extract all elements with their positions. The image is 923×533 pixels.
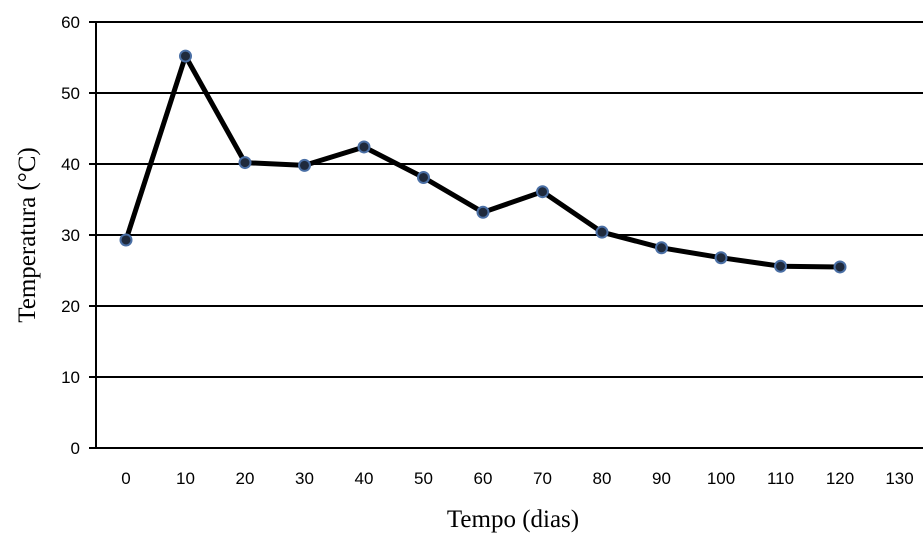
y-tick-label: 50	[61, 84, 80, 103]
y-tick-label: 20	[61, 297, 80, 316]
y-axis-title: Temperatura (°C)	[14, 147, 41, 323]
x-tick-label: 20	[236, 469, 255, 488]
x-tick-label: 70	[533, 469, 552, 488]
x-tick-labels: 0 10 20 30 40 50 60 70 80 90 100 110 120 130	[121, 469, 913, 488]
data-point	[417, 170, 430, 184]
data-point	[357, 140, 371, 154]
axes	[89, 21, 923, 449]
y-tick-label: 10	[61, 368, 80, 387]
data-point	[774, 259, 787, 273]
x-tick-label: 50	[414, 469, 433, 488]
x-tick-label: 90	[652, 469, 671, 488]
y-tick-label: 60	[61, 13, 80, 32]
data-point	[714, 251, 728, 265]
x-tick-label: 0	[121, 469, 130, 488]
x-tick-label: 110	[767, 469, 794, 488]
y-tick-label: 40	[61, 155, 80, 174]
data-point	[595, 225, 609, 239]
x-tick-label: 60	[474, 469, 493, 488]
data-point	[655, 241, 668, 255]
x-axis-title: Tempo (dias)	[447, 506, 579, 533]
grid-lines	[96, 21, 923, 378]
x-tick-label: 10	[176, 469, 195, 488]
data-point	[833, 260, 847, 274]
series-group	[119, 49, 847, 274]
y-tick-labels: 0 10 20 30 40 50 60	[61, 13, 80, 458]
data-point	[536, 185, 549, 199]
y-tick-label: 30	[61, 226, 80, 245]
x-tick-label: 80	[593, 469, 612, 488]
y-tick-label: 0	[71, 439, 80, 458]
data-point	[238, 156, 252, 170]
x-tick-label: 30	[295, 469, 314, 488]
x-tick-label: 130	[885, 469, 913, 488]
x-tick-label: 100	[707, 469, 735, 488]
data-point	[119, 233, 133, 247]
data-point	[476, 205, 490, 219]
x-tick-label: 120	[826, 469, 854, 488]
x-tick-label: 40	[355, 469, 374, 488]
data-point	[179, 49, 192, 63]
data-point	[298, 158, 311, 172]
